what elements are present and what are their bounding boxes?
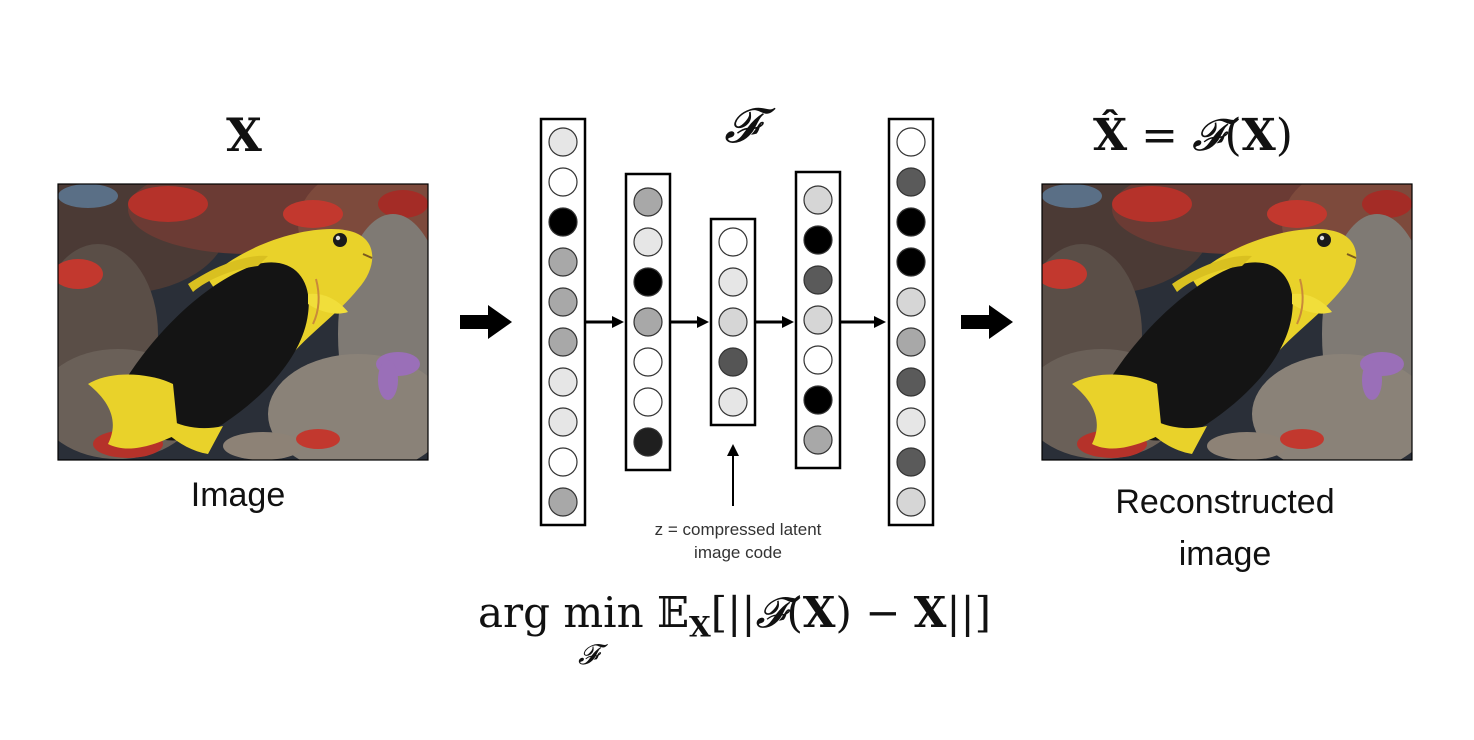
layer-1-neuron [548,407,578,437]
layer-1-neuron [548,247,578,277]
layer-1-neuron [548,207,578,237]
layer-4-neuron [803,425,833,455]
formula-x1: X [802,588,836,637]
layer-1-neuron [548,287,578,317]
layer-2-neuron [633,307,663,337]
layer-3-neuron [718,267,748,297]
layer-1-neuron [548,167,578,197]
up-arrow-icon [727,444,739,506]
layer-5-neuron [896,407,926,437]
layer-3-neuron [718,307,748,337]
output-title-f: 𝓕 [1191,110,1225,161]
layer-5-neuron [896,367,926,397]
layer-4-neuron [803,225,833,255]
layer-5-neuron [896,167,926,197]
layer-5-neuron [896,207,926,237]
layer-1-neuron [548,327,578,357]
layer-3-neuron [718,227,748,257]
layer-5-neuron [896,247,926,277]
layer-3-neuron [718,387,748,417]
formula-f: 𝓕 [755,588,787,637]
reconstructed-fish-image [1042,184,1412,460]
network-layers [539,117,935,527]
layer-2-neuron [633,227,663,257]
input-title: X [226,108,262,162]
formula-open-bracket: [|| [710,588,756,637]
layer-4-neuron [803,265,833,295]
reconstructed-image-caption: Reconstructed image [1060,476,1390,580]
latent-caption-line1: z = compressed latent [654,520,822,539]
layer-5-neuron [896,487,926,517]
output-title-open: ( [1224,110,1242,161]
layer-2-neuron [633,387,663,417]
layer-5-neuron [896,287,926,317]
layer-connector-arrow-1 [586,316,624,328]
reconstructed-caption-line1: Reconstructed [1115,483,1335,521]
layer-2-neuron [633,187,663,217]
layer-5-neuron [896,447,926,477]
formula-min-subscript: 𝓕 [578,638,599,671]
output-title: X̂ = 𝓕(X) [1093,110,1363,161]
formula-expectation-subscript: X [689,610,711,644]
layer-5-neuron [896,327,926,357]
output-title-xhat: X̂ [1093,110,1128,161]
formula-minus: − [851,588,914,637]
right-arrow-icon [460,305,512,339]
layer-5-neuron [896,127,926,157]
layer-4-neuron [803,345,833,375]
layer-connector-arrow-2 [671,316,709,328]
layer-1-neuron [548,487,578,517]
layer-3-neuron [718,347,748,377]
formula-x2: X [913,588,947,637]
formula-min: min [563,588,644,637]
latent-caption-line2: image code [694,543,782,562]
reconstructed-image-frame [1041,183,1413,461]
layer-1-neuron [548,367,578,397]
formula-paren-open: ( [786,588,803,637]
input-image-frame [57,183,429,461]
layer-connector-arrow-4 [841,316,886,328]
layer-2-neuron [633,427,663,457]
input-fish-image [58,184,428,460]
layer-1-neuron [548,127,578,157]
layer-1-neuron [548,447,578,477]
network-title: 𝓕 [724,98,760,154]
reconstructed-caption-line2: image [1178,535,1272,573]
objective-formula: arg min 𝔼X[||𝓕(X) − X||] 𝓕 [478,588,1018,678]
formula-close-bracket: ||] [946,588,992,637]
layer-connector-arrow-3 [756,316,794,328]
output-title-x: X [1241,110,1276,161]
formula-paren-close: ) [835,588,852,637]
layer-4-neuron [803,305,833,335]
input-image-caption: Image [190,476,286,514]
formula-arg: arg [478,588,564,637]
layer-4-neuron [803,385,833,415]
right-arrow-icon [961,305,1013,339]
layer-4-neuron [803,185,833,215]
layer-2-neuron [633,347,663,377]
latent-code-caption: z = compressed latent image code [620,518,856,564]
layer-box-4 [794,170,842,470]
output-title-equals: = [1127,110,1192,161]
formula-expectation: 𝔼 [643,588,690,637]
layer-2-neuron [633,267,663,297]
output-title-close: ) [1275,110,1293,161]
